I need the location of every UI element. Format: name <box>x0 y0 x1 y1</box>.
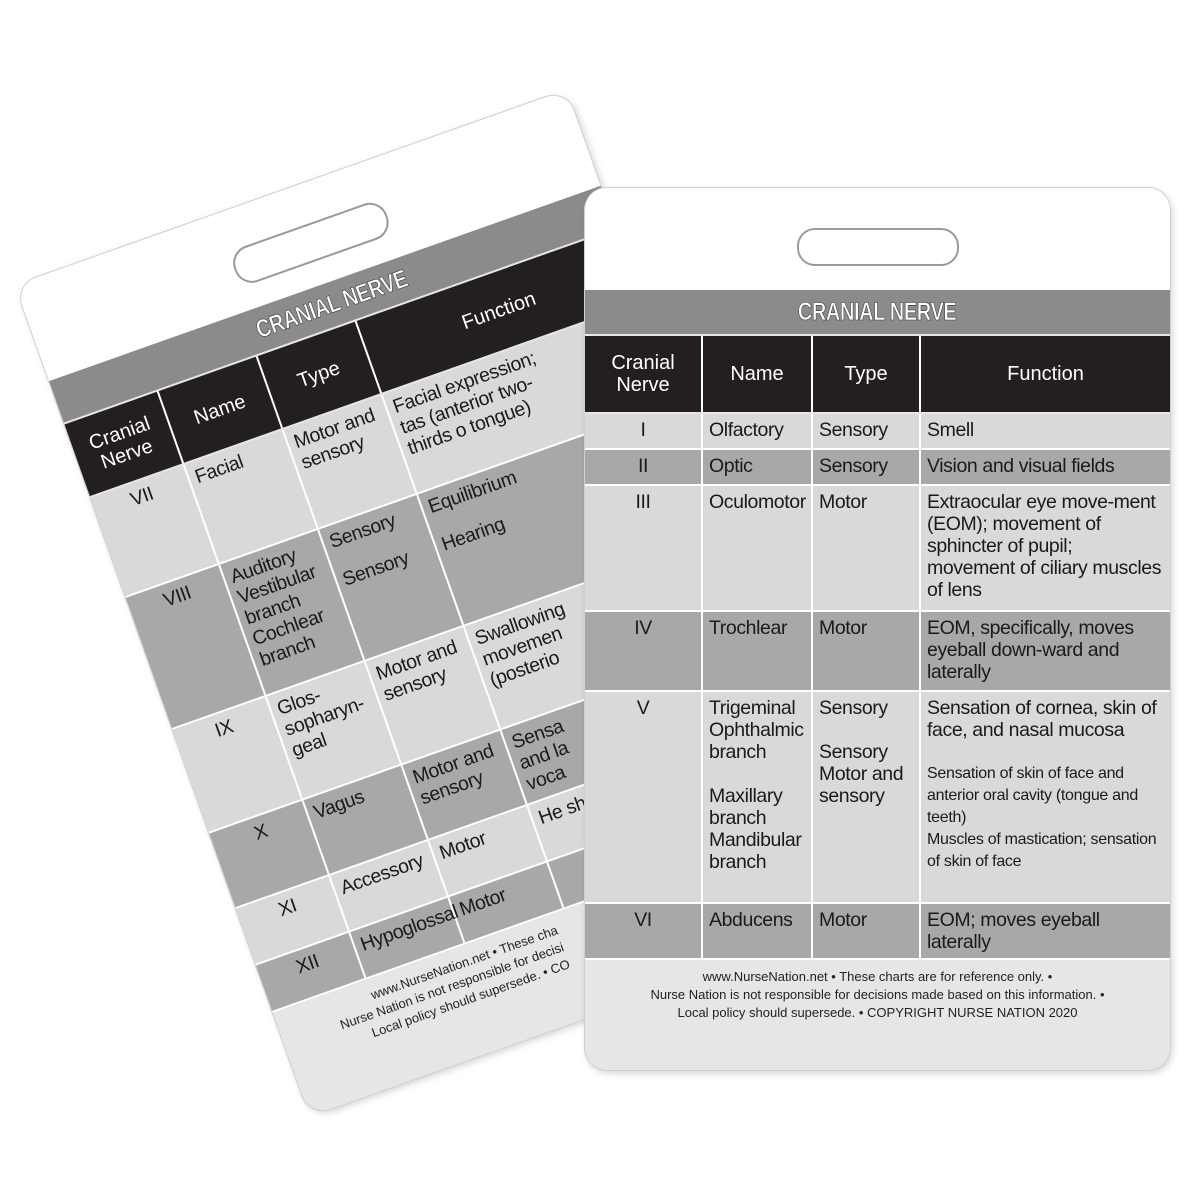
table-row: II Optic Sensory Vision and visual fields <box>585 450 1170 486</box>
nerve-name-cell: Olfactory <box>703 414 813 448</box>
nerve-name: Trigeminal Ophthalmic branch <box>709 697 804 763</box>
cranial-nerve-number: VI <box>585 904 703 958</box>
nerve-name: Trochlear <box>709 617 788 639</box>
nerve-type: Sensory <box>819 455 888 477</box>
footer-line: www.NurseNation.net • These charts are f… <box>702 969 1053 984</box>
table-body: I Olfactory Sensory Smell II Optic Sensory Visi… <box>585 414 1170 960</box>
nerve-type: Motor and sensory <box>819 763 904 807</box>
nerve-type-cell: Motor <box>813 612 921 690</box>
table-row: III Oculomotor Motor Extraocular eye move-m… <box>585 486 1170 612</box>
nerve-function: Sensation of skin of face and anterior o… <box>927 765 1138 826</box>
front-card: CRANIAL NERVE Cranial Nerve Name Type Funct… <box>585 188 1170 1070</box>
nerve-function-cell: Smell <box>921 414 1170 448</box>
nerve-function-cell: Sensation of cornea, skin of face, and n… <box>921 692 1170 902</box>
header-cranial-nerve: Cranial Nerve <box>585 336 701 412</box>
cranial-nerve-number: V <box>585 692 703 902</box>
card-footer: www.NurseNation.net • These charts are f… <box>585 962 1170 1070</box>
nerve-name: Optic <box>709 455 753 477</box>
nerve-type-cell: Motor <box>813 904 921 958</box>
cranial-nerve-number: II <box>585 450 703 484</box>
nerve-function: Sensation of cornea, skin of face, and n… <box>927 697 1157 741</box>
header-function: Function <box>921 336 1170 412</box>
table-header: Cranial Nerve Name Type Function <box>585 336 1170 412</box>
nerve-name: Olfactory <box>709 419 784 441</box>
nerve-name-cell: Trigeminal Ophthalmic branch Maxillary br… <box>703 692 813 902</box>
nerve-type-cell: Sensory <box>813 450 921 484</box>
nerve-function: Extraocular eye move-ment (EOM); movemen… <box>927 491 1162 601</box>
nerve-name: Oculomotor <box>709 491 806 513</box>
table-row: V Trigeminal Ophthalmic branch Maxillary b… <box>585 692 1170 904</box>
nerve-name-cell: Optic <box>703 450 813 484</box>
nerve-function-cell: EOM, specifically, moves eyeball down-wa… <box>921 612 1170 690</box>
header-type: Type <box>813 336 919 412</box>
nerve-type-cell: Sensory Sensory Motor and sensory <box>813 692 921 902</box>
nerve-type: Motor <box>819 909 867 931</box>
table-row: VI Abducens Motor EOM; moves eyeball latera… <box>585 904 1170 960</box>
header-name: Name <box>703 336 811 412</box>
nerve-name: Mandibular branch <box>709 829 802 873</box>
cranial-nerve-number: IV <box>585 612 703 690</box>
card-title-text: CRANIAL NERVE <box>798 298 957 327</box>
footer-line: Local policy should supersede. • COPYRIG… <box>677 1005 1078 1020</box>
card-title: CRANIAL NERVE <box>585 290 1170 334</box>
nerve-type: Motor <box>819 617 867 639</box>
cranial-nerve-number: I <box>585 414 703 448</box>
lanyard-slot <box>797 228 959 266</box>
nerve-name-cell: Abducens <box>703 904 813 958</box>
table-row: I Olfactory Sensory Smell <box>585 414 1170 450</box>
nerve-type-cell: Sensory <box>813 414 921 448</box>
cranial-nerve-number: III <box>585 486 703 610</box>
nerve-type: Sensory <box>819 697 888 719</box>
nerve-name: Maxillary branch <box>709 785 783 829</box>
nerve-function: Muscles of mastication; sensation of ski… <box>927 831 1157 870</box>
nerve-function-cell: Vision and visual fields <box>921 450 1170 484</box>
table-row: IV Trochlear Motor EOM, specifically, moves… <box>585 612 1170 692</box>
nerve-name-cell: Trochlear <box>703 612 813 690</box>
nerve-type: Sensory <box>339 546 412 591</box>
nerve-type: Sensory <box>819 741 888 763</box>
nerve-function-cell: EOM; moves eyeball laterally <box>921 904 1170 958</box>
nerve-function: Smell <box>927 419 974 441</box>
nerve-name: Abducens <box>709 909 793 931</box>
nerve-type: Motor <box>819 491 867 513</box>
nerve-name-cell: Oculomotor <box>703 486 813 610</box>
nerve-function-cell: Extraocular eye move-ment (EOM); movemen… <box>921 486 1170 610</box>
nerve-function: EOM; moves eyeball laterally <box>927 909 1100 953</box>
footer-line: Nurse Nation is not responsible for deci… <box>650 987 1105 1002</box>
nerve-type-cell: Motor <box>813 486 921 610</box>
nerve-function: Vision and visual fields <box>927 455 1115 477</box>
nerve-type: Sensory <box>819 419 888 441</box>
nerve-function: EOM, specifically, moves eyeball down-wa… <box>927 617 1134 683</box>
